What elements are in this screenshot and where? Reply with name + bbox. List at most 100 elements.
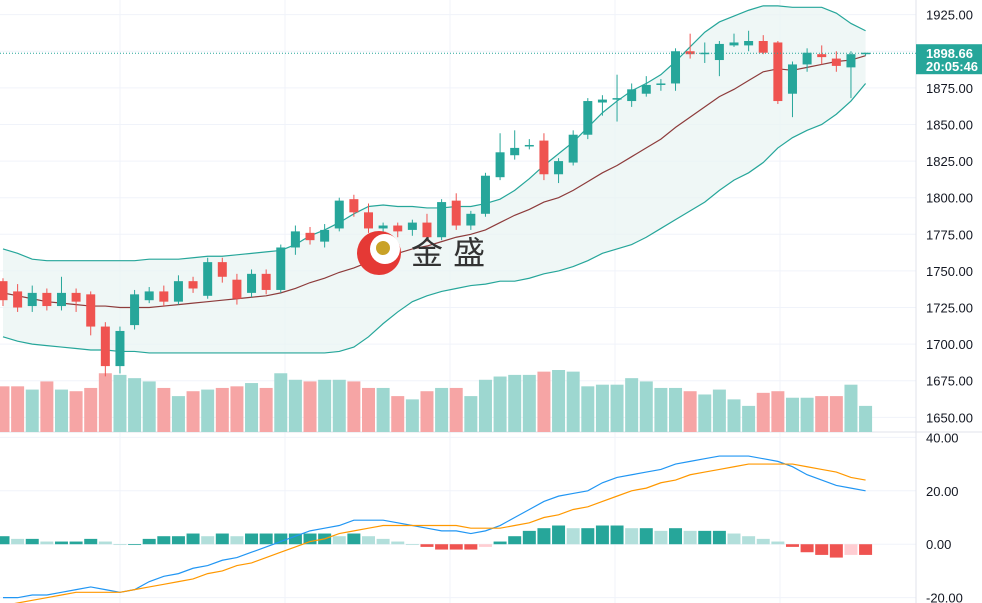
candlestick-series [0,30,871,377]
macd-histogram-bar [800,544,814,553]
candle-body [758,41,768,53]
bollinger-upper-line [2,5,866,262]
candle [671,48,681,91]
candle [334,197,344,232]
candle-body [42,292,52,307]
candle-body [524,144,534,147]
volume-bar [376,387,390,432]
candle-body [802,52,812,65]
volume-bars [0,370,873,432]
volume-bar [11,386,25,432]
volume-bar [639,381,653,432]
candle [554,158,564,184]
candle [407,219,417,236]
macd-histogram-bar [654,530,668,545]
macd-histogram-bar [11,538,25,545]
volume-bar [245,383,259,432]
candle-body [729,42,739,46]
volume-bar [215,387,229,432]
volume-bar [698,394,712,432]
candle-body [480,175,490,214]
candle [393,222,403,238]
macd-histogram-bar [201,536,215,545]
volume-bar [859,405,873,432]
price-tick-label: 1850.00 [926,117,973,132]
candle [846,51,856,99]
macd-histogram-bar [610,525,624,545]
candle-body [422,222,432,238]
volume-bar [186,391,200,432]
candle [480,172,490,217]
candle [42,288,52,311]
macd-histogram-bar [230,536,244,545]
macd-histogram-bar [829,544,843,558]
macd-histogram-bar [464,544,478,550]
candle-body [656,83,666,85]
price-tick-label: 1800.00 [926,191,973,206]
macd-histogram-bar [742,536,756,545]
bollinger-lower-line [2,83,867,354]
candle [583,98,593,140]
candle [203,257,213,299]
macd-histogram-bar [288,533,302,545]
price-tick-label: 1875.00 [926,81,973,96]
macd-histogram-bar [508,536,522,545]
macd-histogram-bar [157,536,171,545]
candle-body [437,202,447,238]
macd-histogram-bar [771,541,785,545]
candle [422,213,432,242]
candle [773,41,783,104]
volume-bar [274,373,288,432]
candle-body [378,225,388,229]
macd-histogram-bar [245,533,259,545]
candle [466,210,476,230]
macd-histogram-bar [171,536,185,545]
volume-bar [128,378,142,432]
candle-body [700,52,710,55]
candle [217,257,227,283]
macd-histogram-bar [391,541,405,545]
volume-bar [464,396,478,432]
candle-body [188,281,198,289]
volume-bar [113,374,127,432]
macd-histogram-bar [552,525,566,545]
macd-histogram-bar [625,528,639,545]
candle-body [173,281,183,302]
macd-line [3,455,866,599]
macd-histogram-bar [215,533,229,545]
macd-histogram-bar [639,528,653,545]
candle-body [744,41,754,46]
macd-histogram-bar [332,536,346,545]
candle [173,275,183,305]
bollinger-mid-line [2,55,866,309]
candle [290,225,300,255]
macd-axis[interactable]: 40.00 20.00 0.00 -20.00 [926,430,963,603]
volume-bar [288,379,302,432]
volume-bar [683,391,697,432]
candle-body [203,262,213,296]
candle [232,273,242,305]
candle-body [290,231,300,248]
candle [831,51,841,72]
volume-bar [771,391,785,432]
macd-histogram-bar [844,544,858,555]
candle [437,199,447,241]
candle-body [86,294,96,327]
last-price-value: 1898.66 [926,46,973,61]
signal-line [14,463,866,603]
volume-bar [54,389,68,432]
macd-histogram-bar [274,533,288,545]
macd-tick-label: 40.00 [926,430,959,445]
volume-bar [259,387,273,432]
candle [700,42,710,63]
macd-histogram-bar [113,544,127,546]
volume-bar [391,396,405,432]
volume-bar [201,389,215,432]
last-price-tag: 1898.66 20:05:46 [0,44,982,74]
macd-histogram-bar [815,544,829,555]
macd-histogram-bar [435,544,449,550]
volume-bar [493,376,507,432]
volume-bar [625,378,639,432]
candle-body [217,262,227,277]
